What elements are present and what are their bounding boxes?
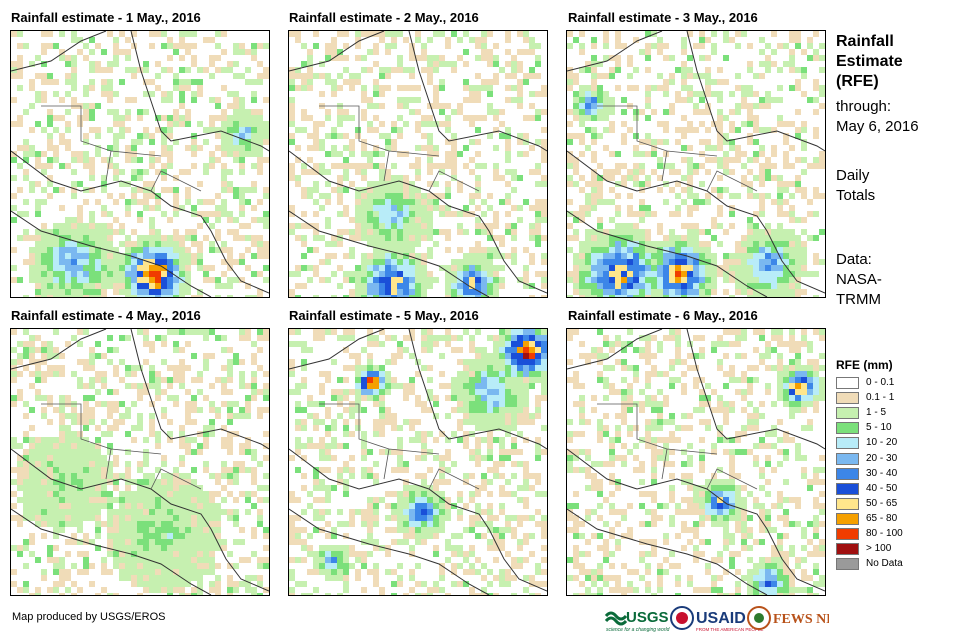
- map-canvas-2: [289, 31, 547, 297]
- through-label: through:: [836, 97, 919, 117]
- panel-title-2: Rainfall estimate - 2 May., 2016: [289, 10, 479, 25]
- data-line-1: Data:: [836, 250, 882, 270]
- map-canvas-6: [567, 329, 825, 595]
- map-canvas-4: [11, 329, 269, 595]
- fewsnet-logo: FEWS NET: [748, 607, 829, 629]
- legend-swatch: [836, 558, 859, 570]
- usaid-text: USAID: [696, 610, 746, 627]
- legend-swatch: [836, 468, 859, 480]
- legend-label: 65 - 80: [866, 513, 897, 525]
- legend-swatch: [836, 377, 859, 389]
- legend-swatch: [836, 422, 859, 434]
- legend-swatch: [836, 483, 859, 495]
- legend-swatch: [836, 453, 859, 465]
- through-text: through: May 6, 2016: [836, 97, 919, 137]
- legend-label: 5 - 10: [866, 422, 892, 434]
- rainfall-map-4: [10, 328, 270, 596]
- legend-label: No Data: [866, 558, 903, 570]
- legend-swatch: [836, 437, 859, 449]
- fewsnet-text: FEWS NET: [773, 612, 829, 627]
- sidebar-title-line-3: (RFE): [836, 72, 903, 92]
- panel-title-1: Rainfall estimate - 1 May., 2016: [11, 10, 201, 25]
- legend-swatch: [836, 528, 859, 540]
- sidebar-title: Rainfall Estimate (RFE): [836, 32, 903, 92]
- panel-title-3: Rainfall estimate - 3 May., 2016: [568, 10, 758, 25]
- credit-text: Map produced by USGS/EROS: [12, 611, 165, 623]
- agency-logos: USGS science for a changing world USAID …: [604, 604, 829, 634]
- legend-swatch: [836, 543, 859, 555]
- sidebar-title-line-2: Estimate: [836, 52, 903, 72]
- map-canvas-5: [289, 329, 547, 595]
- usgs-logo: USGS science for a changing world: [606, 609, 670, 633]
- legend-label: 40 - 50: [866, 483, 897, 495]
- through-date: May 6, 2016: [836, 117, 919, 137]
- panel-title-4: Rainfall estimate - 4 May., 2016: [11, 308, 201, 323]
- map-canvas-3: [567, 31, 825, 297]
- legend-swatch: [836, 498, 859, 510]
- legend-swatch: [836, 392, 859, 404]
- legend-swatch: [836, 407, 859, 419]
- legend-label: 30 - 40: [866, 468, 897, 480]
- legend-label: 50 - 65: [866, 498, 897, 510]
- legend-label: 80 - 100: [866, 528, 903, 540]
- sidebar-title-line-1: Rainfall: [836, 32, 903, 52]
- usgs-tagline: science for a changing world: [606, 627, 670, 633]
- logo-strip: USGS science for a changing world USAID …: [604, 604, 829, 632]
- map-canvas-1: [11, 31, 269, 297]
- panel-title-6: Rainfall estimate - 6 May., 2016: [568, 308, 758, 323]
- legend-label: 0.1 - 1: [866, 392, 894, 404]
- rainfall-map-1: [10, 30, 270, 298]
- legend-label: 1 - 5: [866, 407, 886, 419]
- data-source-text: Data: NASA- TRMM: [836, 250, 882, 310]
- rainfall-map-6: [566, 328, 826, 596]
- rainfall-map-3: [566, 30, 826, 298]
- daily-line-2: Totals: [836, 186, 875, 206]
- legend-label: 0 - 0.1: [866, 377, 894, 389]
- daily-totals-text: Daily Totals: [836, 166, 875, 206]
- legend-label: 10 - 20: [866, 437, 897, 449]
- legend-label: > 100: [866, 543, 891, 555]
- legend-label: 20 - 30: [866, 453, 897, 465]
- rainfall-map-2: [288, 30, 548, 298]
- legend-swatch: [836, 513, 859, 525]
- panel-title-5: Rainfall estimate - 5 May., 2016: [289, 308, 479, 323]
- rainfall-map-5: [288, 328, 548, 596]
- legend-title: RFE (mm): [836, 358, 893, 372]
- usgs-text: USGS: [626, 609, 669, 626]
- data-line-2: NASA-: [836, 270, 882, 290]
- daily-line-1: Daily: [836, 166, 875, 186]
- data-line-3: TRMM: [836, 290, 882, 310]
